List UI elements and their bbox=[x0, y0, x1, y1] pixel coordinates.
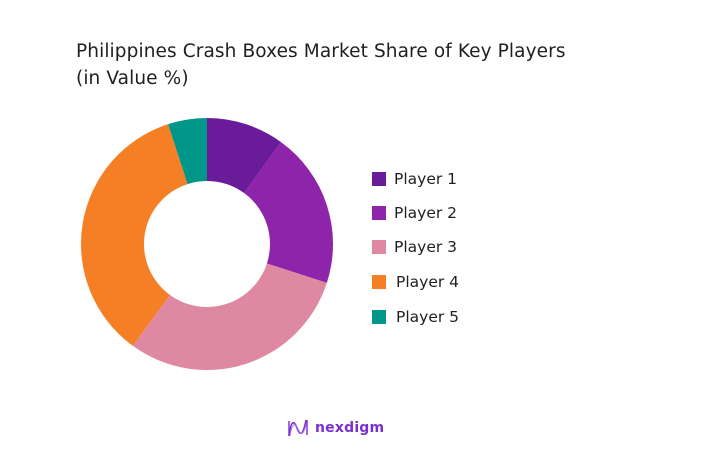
legend-label: Player 1 bbox=[394, 170, 458, 188]
logo-text: nexdigm bbox=[315, 420, 385, 436]
donut-slice-player-1 bbox=[207, 118, 282, 194]
legend-swatch bbox=[372, 172, 386, 186]
chart-title-line1: Philippines Crash Boxes Market Share of … bbox=[76, 41, 566, 62]
legend-label: Player 2 bbox=[394, 204, 458, 222]
donut-slice-player-3 bbox=[132, 263, 327, 371]
legend-swatch bbox=[372, 275, 386, 289]
nexdigm-wave-icon bbox=[288, 419, 308, 437]
chart-subtitle: (in Value %) bbox=[76, 68, 189, 89]
legend-item-player-2: Player 2 bbox=[372, 204, 457, 222]
legend-label: Player 5 bbox=[396, 308, 460, 326]
legend-item-player-1: Player 1 bbox=[372, 170, 457, 188]
donut-slice-player-5 bbox=[168, 118, 207, 185]
legend-swatch bbox=[372, 206, 386, 220]
donut-slice-player-2 bbox=[244, 142, 334, 283]
legend-item-player-4: Player 4 bbox=[372, 273, 459, 291]
legend-swatch bbox=[372, 240, 386, 254]
donut-slice-player-4 bbox=[81, 124, 188, 346]
nexdigm-logo: nexdigm bbox=[287, 418, 384, 438]
legend-item-player-5: Player 5 bbox=[372, 308, 459, 326]
legend-label: Player 4 bbox=[396, 273, 460, 291]
donut-slices bbox=[81, 118, 334, 371]
legend-item-player-3: Player 3 bbox=[372, 238, 457, 256]
legend-label: Player 3 bbox=[394, 238, 458, 256]
chart-title: Philippines Crash Boxes Market Share of … bbox=[76, 38, 566, 92]
legend-swatch bbox=[372, 310, 386, 324]
